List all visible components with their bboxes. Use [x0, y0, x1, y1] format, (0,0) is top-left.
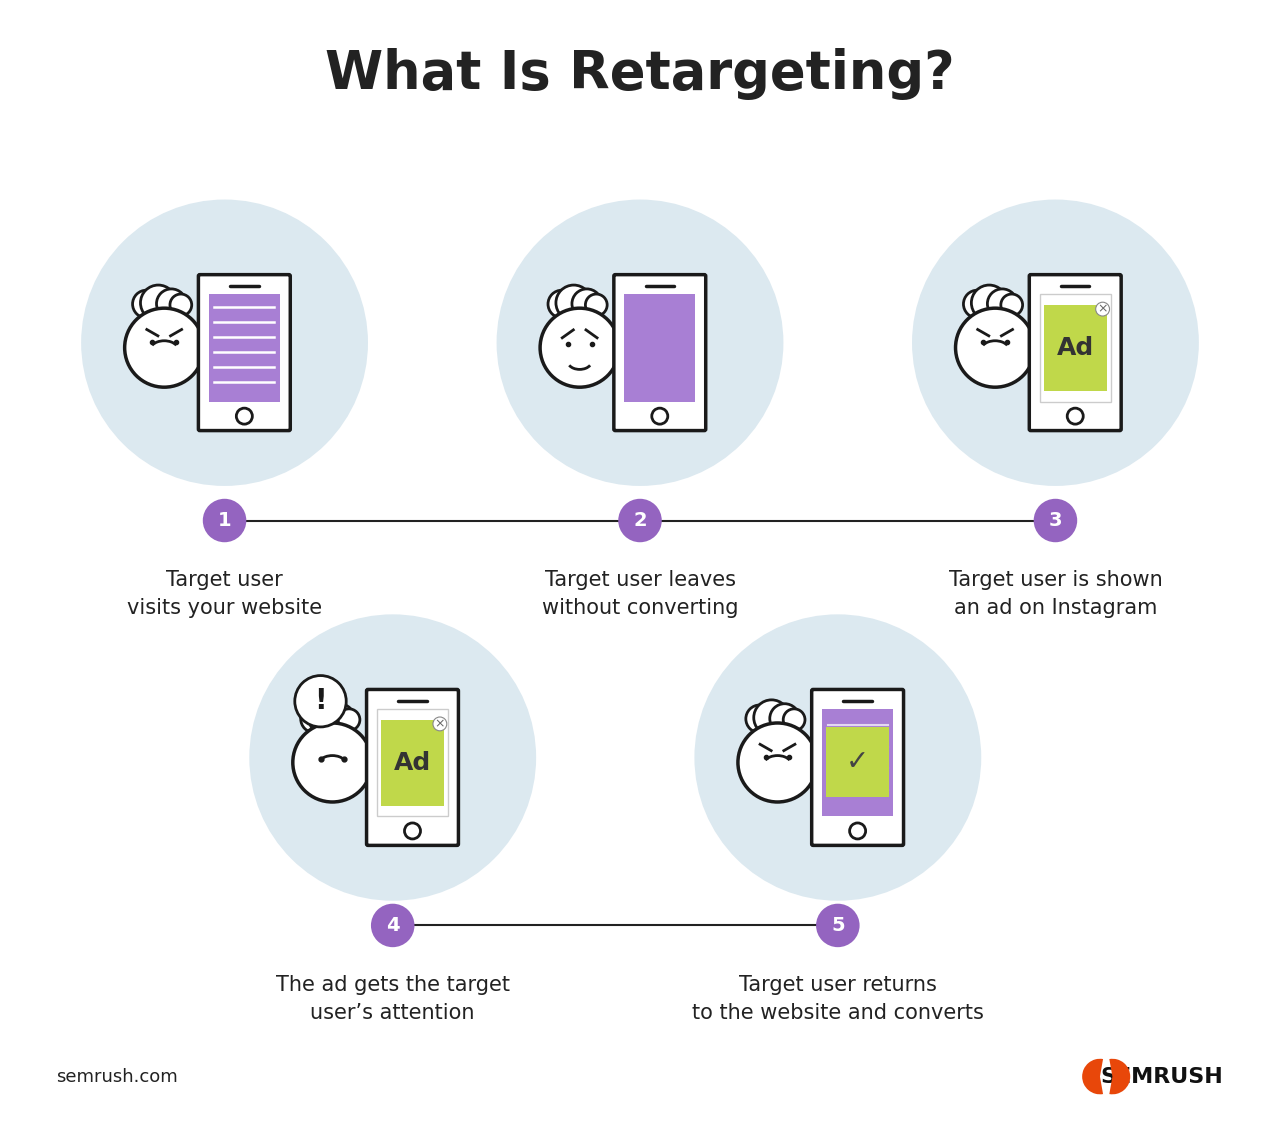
Circle shape	[170, 294, 192, 316]
Circle shape	[325, 704, 355, 733]
Circle shape	[964, 290, 991, 318]
Circle shape	[556, 285, 591, 320]
Text: Ad: Ad	[1056, 336, 1094, 360]
Circle shape	[746, 705, 773, 732]
Circle shape	[338, 709, 360, 731]
Text: 2: 2	[634, 511, 646, 530]
Circle shape	[433, 716, 447, 731]
FancyBboxPatch shape	[827, 728, 888, 797]
FancyBboxPatch shape	[366, 690, 458, 846]
Text: 1: 1	[218, 511, 232, 530]
FancyBboxPatch shape	[381, 720, 444, 805]
Text: The ad gets the target
user’s attention: The ad gets the target user’s attention	[275, 975, 509, 1023]
Circle shape	[585, 294, 607, 316]
Circle shape	[497, 200, 783, 486]
Circle shape	[956, 308, 1034, 387]
FancyBboxPatch shape	[198, 275, 291, 430]
Circle shape	[124, 308, 204, 387]
FancyBboxPatch shape	[1044, 305, 1107, 391]
Circle shape	[371, 904, 415, 947]
Wedge shape	[1082, 1059, 1103, 1094]
Circle shape	[202, 499, 246, 542]
Circle shape	[308, 700, 344, 736]
Circle shape	[540, 308, 620, 387]
FancyBboxPatch shape	[376, 710, 448, 816]
Text: Target user returns
to the website and converts: Target user returns to the website and c…	[692, 975, 984, 1023]
Circle shape	[972, 285, 1007, 320]
Circle shape	[987, 289, 1018, 319]
Circle shape	[548, 290, 576, 318]
FancyBboxPatch shape	[822, 710, 893, 816]
Text: Target user leaves
without converting: Target user leaves without converting	[541, 569, 739, 618]
Text: 5: 5	[831, 916, 845, 935]
FancyBboxPatch shape	[1039, 294, 1111, 402]
Circle shape	[1096, 302, 1110, 316]
Circle shape	[739, 723, 817, 802]
Text: ×: ×	[1097, 302, 1108, 316]
Text: Target user is shown
an ad on Instagram: Target user is shown an ad on Instagram	[948, 569, 1162, 618]
Text: Target user
visits your website: Target user visits your website	[127, 569, 323, 618]
Wedge shape	[1110, 1059, 1130, 1094]
Circle shape	[783, 709, 805, 731]
Text: SEMRUSH: SEMRUSH	[1101, 1067, 1224, 1087]
FancyBboxPatch shape	[614, 275, 705, 430]
Circle shape	[81, 200, 367, 486]
FancyBboxPatch shape	[625, 294, 695, 402]
Circle shape	[769, 704, 800, 733]
Circle shape	[913, 200, 1199, 486]
Text: ×: ×	[435, 718, 445, 730]
Text: 3: 3	[1048, 511, 1062, 530]
Circle shape	[294, 676, 346, 727]
Text: !: !	[314, 687, 326, 715]
Circle shape	[572, 289, 602, 319]
Circle shape	[250, 614, 536, 901]
FancyBboxPatch shape	[812, 690, 904, 846]
Circle shape	[754, 700, 790, 736]
Text: 4: 4	[385, 916, 399, 935]
Circle shape	[618, 499, 662, 542]
Circle shape	[141, 285, 177, 320]
Circle shape	[695, 614, 982, 901]
Text: ✓: ✓	[846, 748, 869, 776]
Circle shape	[1034, 499, 1078, 542]
FancyBboxPatch shape	[209, 294, 280, 402]
Circle shape	[817, 904, 860, 947]
Text: semrush.com: semrush.com	[56, 1068, 178, 1086]
Circle shape	[133, 290, 160, 318]
Circle shape	[293, 723, 372, 802]
Text: What Is Retargeting?: What Is Retargeting?	[325, 48, 955, 100]
Text: Ad: Ad	[394, 751, 431, 775]
FancyBboxPatch shape	[1029, 275, 1121, 430]
Circle shape	[301, 705, 329, 732]
Circle shape	[1001, 294, 1023, 316]
Circle shape	[156, 289, 186, 319]
